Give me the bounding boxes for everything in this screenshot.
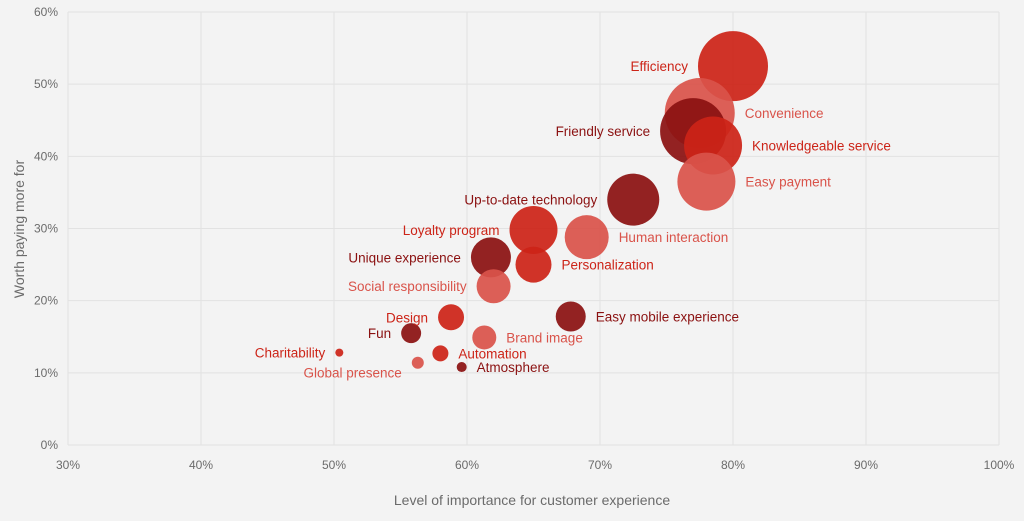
bubble-personalization	[515, 246, 552, 283]
x-tick-label: 100%	[984, 458, 1015, 472]
bubble-label: Loyalty program	[403, 223, 500, 238]
bubble-charitability	[335, 348, 344, 357]
bubble-label: Fun	[368, 326, 391, 341]
bubble-atmosphere	[456, 362, 467, 373]
bubble-label: Convenience	[745, 106, 824, 121]
y-tick-label: 20%	[34, 294, 58, 308]
y-tick-label: 40%	[34, 149, 58, 163]
bubble-human-interaction	[564, 215, 609, 260]
bubble-label: Unique experience	[348, 250, 461, 265]
bubble-design	[438, 304, 465, 331]
bubble-label: Efficiency	[630, 59, 688, 74]
y-tick-label: 30%	[34, 222, 58, 236]
bubble-loyalty-program	[509, 205, 558, 254]
bubble-label: Friendly service	[556, 124, 651, 139]
grid	[67, 11, 1000, 446]
bubble-label: Brand image	[506, 330, 583, 345]
bubble-label: Knowledgeable service	[752, 139, 891, 154]
x-tick-label: 60%	[455, 458, 479, 472]
x-axis-title: Level of importance for customer experie…	[394, 492, 670, 508]
bubble-label: Human interaction	[619, 230, 729, 245]
bubble-label: Global presence	[303, 366, 401, 381]
bubble-global-presence	[411, 356, 424, 369]
x-tick-label: 90%	[854, 458, 878, 472]
bubble-label: Charitability	[255, 346, 326, 361]
bubble-label: Design	[386, 310, 428, 325]
x-tick-label: 50%	[322, 458, 346, 472]
bubble-easy-payment	[677, 152, 736, 211]
bubble-label: Easy mobile experience	[596, 310, 739, 325]
bubble-label: Up-to-date technology	[464, 193, 597, 208]
bubble-label: Easy payment	[745, 175, 831, 190]
x-tick-label: 40%	[189, 458, 213, 472]
x-tick-label: 80%	[721, 458, 745, 472]
bubble-automation	[432, 345, 449, 362]
bubble-easy-mobile-experience	[555, 301, 586, 332]
bubble-unique-experience	[470, 237, 511, 278]
y-axis-title: Worth paying more for	[11, 160, 27, 299]
y-tick-label: 0%	[41, 438, 59, 452]
y-tick-label: 60%	[34, 5, 58, 19]
x-tick-label: 70%	[588, 458, 612, 472]
axis-ticks: 0% 10% 20% 30% 40% 50% 60% 30% 40% 50% 60% 70% 80% 90…	[34, 5, 1015, 472]
bubble-fun	[401, 323, 422, 344]
bubble-label: Personalization	[562, 258, 654, 273]
y-tick-label: 10%	[34, 366, 58, 380]
bubble-labels: Efficiency Convenience Friendly service Kno…	[255, 59, 891, 381]
bubble-label: Automation	[458, 346, 526, 361]
bubble-label: Atmosphere	[477, 360, 550, 375]
bubble-label: Social responsibility	[348, 279, 467, 294]
bubble-brand-image	[472, 325, 497, 350]
bubble-social-responsibility	[476, 269, 511, 304]
bubble-up-to-date-technology	[607, 173, 660, 226]
x-tick-label: 30%	[56, 458, 80, 472]
y-tick-label: 50%	[34, 77, 58, 91]
bubbles	[335, 31, 768, 373]
